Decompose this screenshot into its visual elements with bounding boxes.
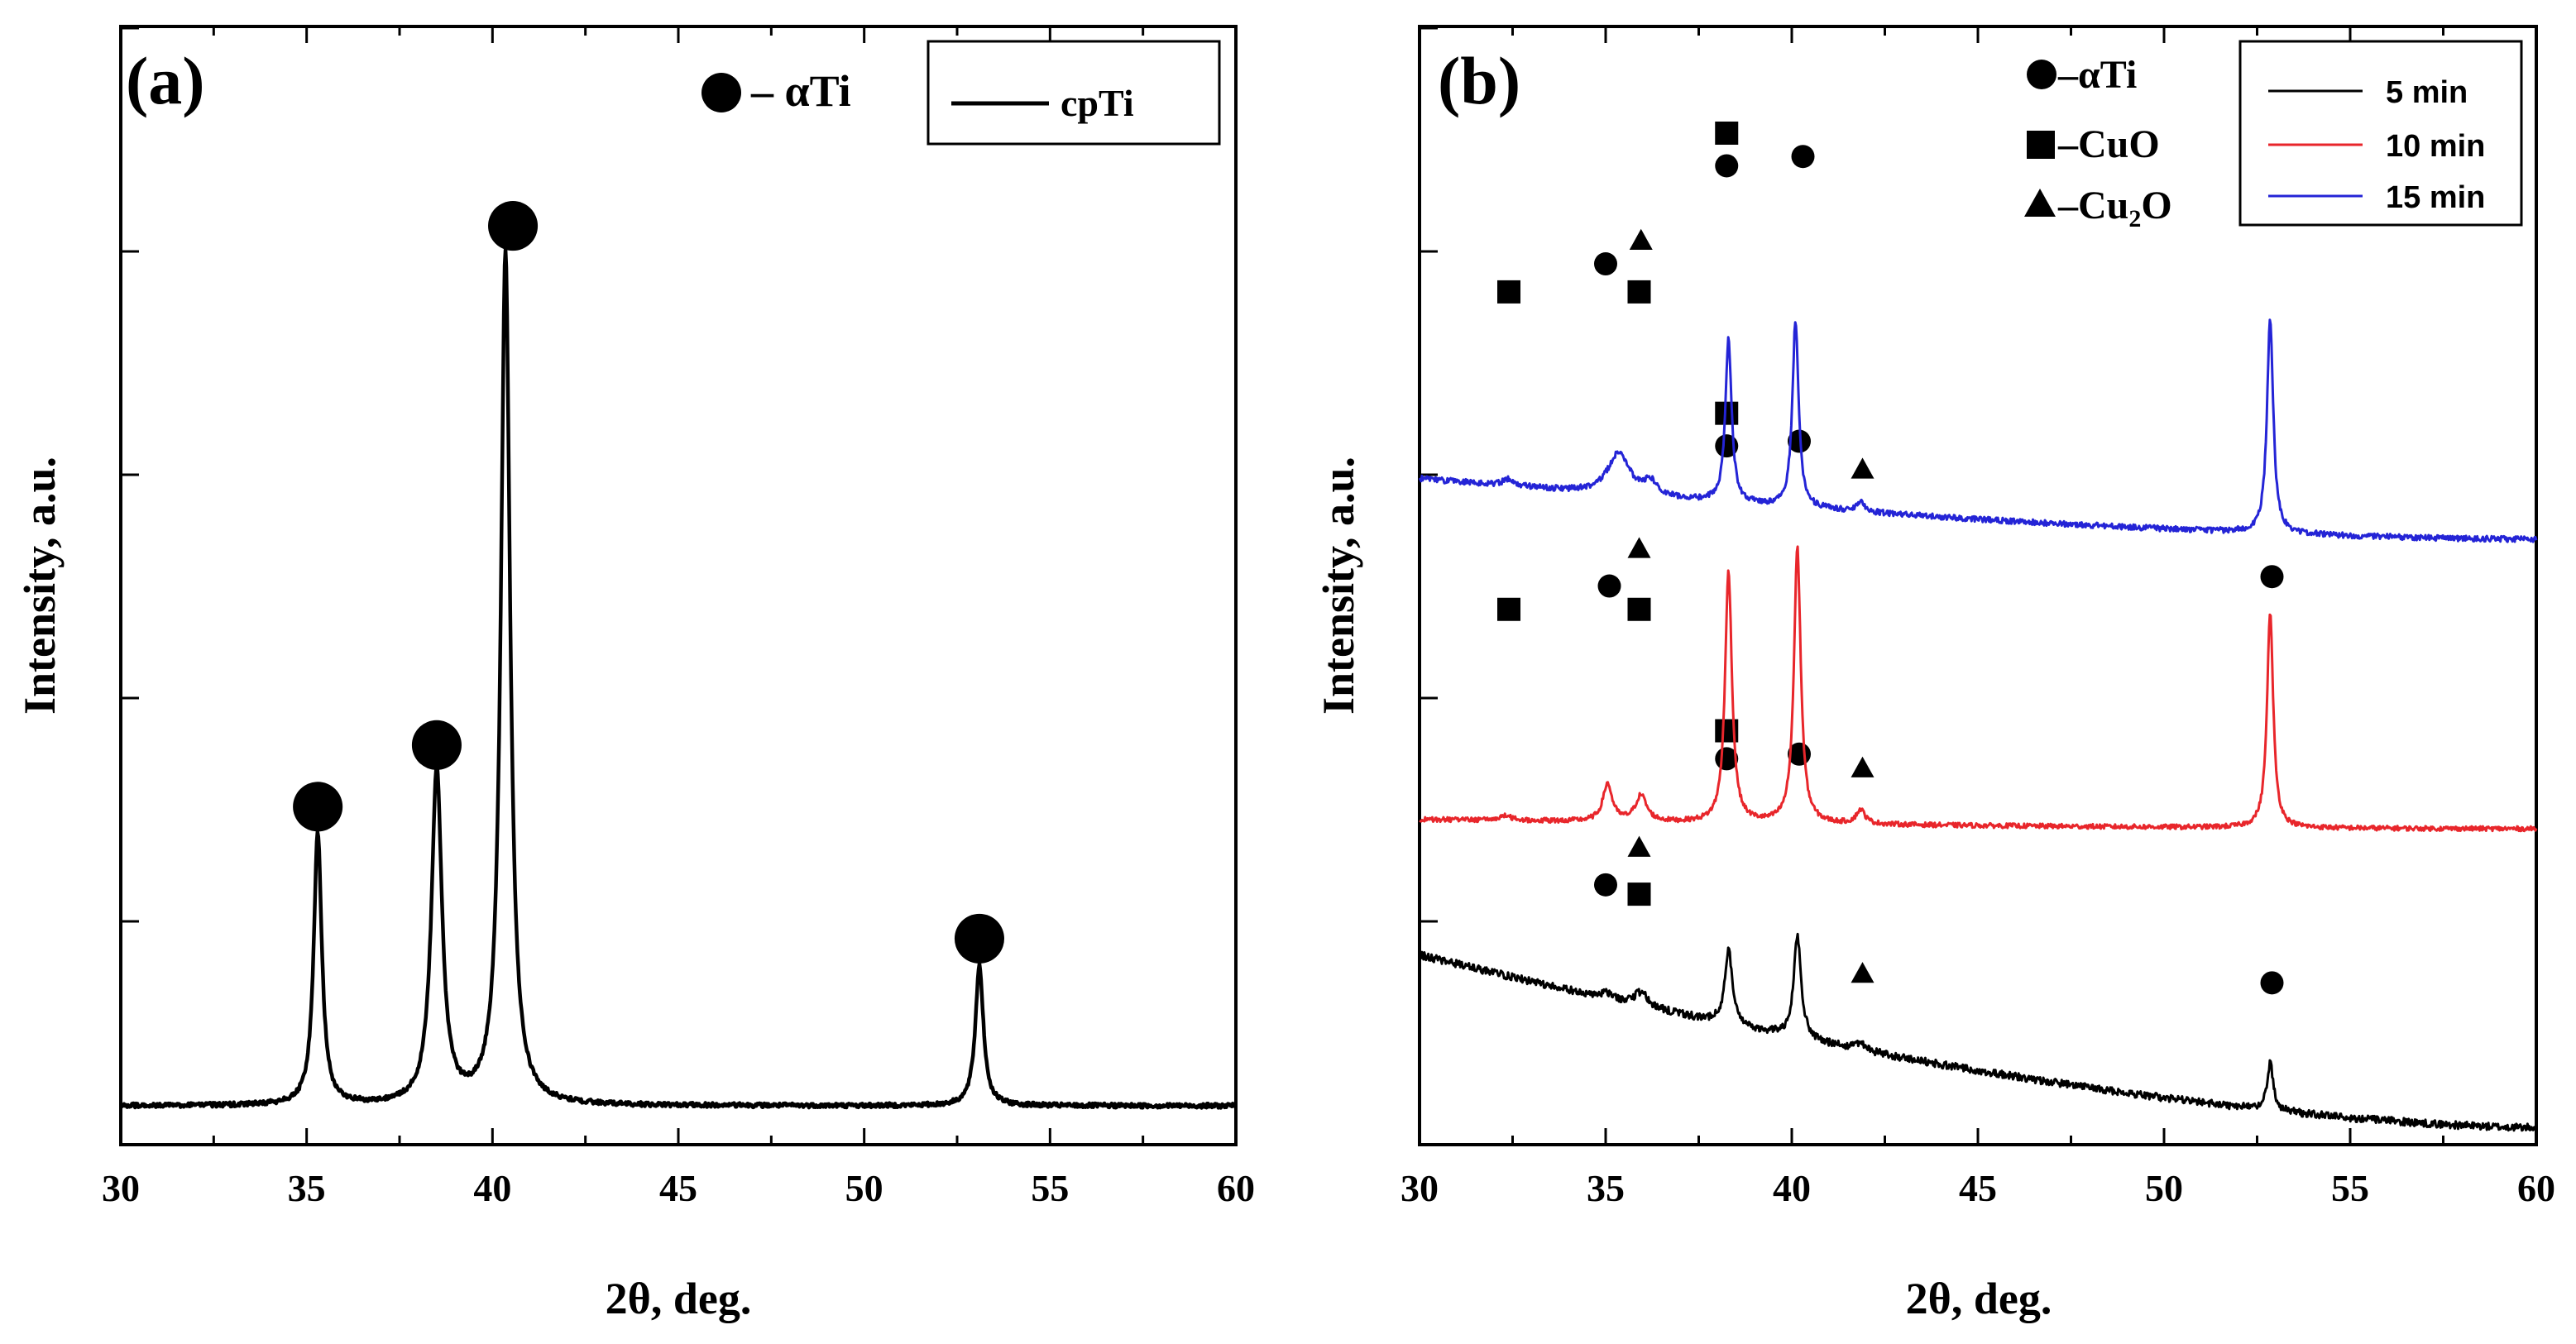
alpha-ti-marker xyxy=(293,782,343,832)
x-tick-label: 45 xyxy=(659,1167,697,1209)
cuo-square-icon xyxy=(2027,131,2055,159)
alpha-ti-circle-icon xyxy=(701,73,741,112)
cu2o-marker xyxy=(1629,228,1653,251)
series-line-15-min xyxy=(1418,318,2538,543)
alpha-ti-circle-icon xyxy=(2027,60,2056,89)
legend-box xyxy=(2238,40,2523,227)
alpha-ti-marker xyxy=(2260,971,2284,995)
x-tick-label: 60 xyxy=(1217,1167,1255,1209)
x-tick-label: 30 xyxy=(102,1167,140,1209)
x-tick-label: 35 xyxy=(1587,1167,1625,1209)
legend-box xyxy=(926,40,1221,146)
panel-label-b: (b) xyxy=(1438,43,1520,118)
cu2o-marker xyxy=(1851,457,1875,479)
cu2o-triangle-icon xyxy=(2024,189,2056,217)
x-tick-label: 30 xyxy=(1401,1167,1439,1209)
y-axis-label: Intensity, a.u. xyxy=(15,457,65,715)
x-tick-label: 35 xyxy=(288,1167,326,1209)
cuo-marker xyxy=(1497,597,1520,621)
alpha-ti-marker xyxy=(1788,429,1811,453)
cuo-marker xyxy=(1627,882,1651,906)
cuo-marker xyxy=(1715,401,1739,425)
panel-label-a: (a) xyxy=(126,43,205,118)
alpha-ti-marker xyxy=(411,720,462,770)
cu2o-marker xyxy=(1851,756,1875,777)
series-line-10-min xyxy=(1419,545,2538,833)
x-tick-label: 45 xyxy=(1959,1167,1997,1209)
legend: cpTi xyxy=(926,40,1221,146)
cu2o-marker xyxy=(1627,835,1651,857)
alpha-ti-marker xyxy=(1597,574,1621,598)
legend-label-cpTi: cpTi xyxy=(1061,82,1134,124)
phase-key: – αTi xyxy=(701,66,851,116)
x-tick-label: 55 xyxy=(1031,1167,1069,1209)
x-tick-label: 40 xyxy=(1773,1167,1811,1209)
phase-key-label: –Cu2O xyxy=(2057,184,2172,232)
cuo-marker xyxy=(1497,280,1520,304)
panel-a: 30 35 40 45 50 55 60 (a) 2θ, deg. Intensity, a… xyxy=(15,25,1255,1323)
x-axis-label: 2θ, deg. xyxy=(606,1274,752,1323)
phase-key-label: –αTi xyxy=(2057,53,2137,97)
x-tick-label: 50 xyxy=(2145,1167,2183,1209)
x-tick-label: 40 xyxy=(473,1167,511,1209)
cuo-marker xyxy=(1627,597,1651,621)
cuo-marker xyxy=(1627,280,1651,304)
legend-label-15-min: 15 min xyxy=(2386,180,2485,215)
legend-label-10-min: 10 min xyxy=(2386,129,2485,164)
x-tick-label: 50 xyxy=(845,1167,883,1209)
alpha-ti-marker xyxy=(1791,145,1815,169)
alpha-ti-marker xyxy=(2260,565,2284,589)
plot-frame xyxy=(119,25,1238,1146)
legend-label-5-min: 5 min xyxy=(2386,75,2468,110)
panel-b: 30 35 40 45 50 55 60 (b) 2θ, deg. Intensity, a… xyxy=(1314,25,2555,1323)
phase-key-label: – αTi xyxy=(750,66,851,116)
alpha-ti-marker xyxy=(1594,252,1617,276)
cu2o-marker xyxy=(1627,537,1651,558)
series-line-5-min xyxy=(1419,932,2537,1132)
cuo-marker xyxy=(1715,121,1739,145)
x-axis-label: 2θ, deg. xyxy=(1906,1274,2052,1323)
alpha-ti-marker xyxy=(1715,154,1739,178)
phase-key-label-main: –Cu xyxy=(2057,184,2128,227)
cu2o-marker xyxy=(1851,962,1875,983)
x-tick-label: 55 xyxy=(2331,1167,2369,1209)
phase-key-label-suffix: O xyxy=(2141,184,2171,227)
phase-key: –αTi –CuO –Cu2O xyxy=(2024,53,2172,232)
alpha-ti-marker xyxy=(954,913,1004,964)
alpha-ti-marker xyxy=(488,201,539,251)
series-line-cpTi xyxy=(119,247,1238,1110)
phase-key-label: –CuO xyxy=(2057,122,2160,166)
y-axis-label: Intensity, a.u. xyxy=(1314,457,1363,715)
phase-key-label-subscript: 2 xyxy=(2128,205,2141,232)
legend: 5 min 10 min 15 min xyxy=(2238,40,2523,227)
x-tick-label: 60 xyxy=(2517,1167,2555,1209)
alpha-ti-marker xyxy=(1594,873,1617,897)
